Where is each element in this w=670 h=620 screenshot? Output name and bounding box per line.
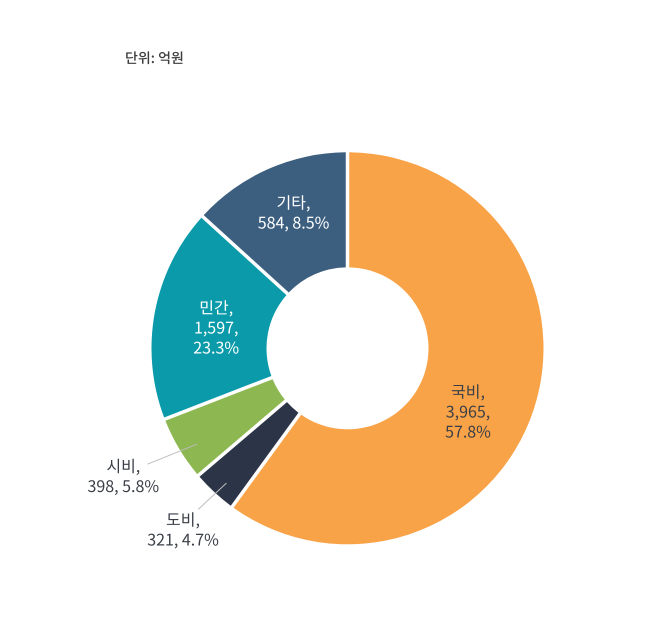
slice-label-민간-line2: 1,597, <box>194 315 238 339</box>
slice-label-국비-line2: 3,965, <box>446 399 490 423</box>
slice-label-민간-line3: 23.3% <box>193 335 239 359</box>
leader-line-도비 <box>197 482 227 510</box>
donut-slice-도비[interactable] <box>199 402 299 506</box>
slice-label-국비-line1: 국비, <box>451 379 485 403</box>
slice-label-민간-line1: 민간, <box>199 295 233 319</box>
slice-label-시비-line2: 398, 5.8% <box>87 473 159 497</box>
slice-label-도비-line1: 도비, <box>166 507 200 531</box>
donut-slices <box>151 152 544 545</box>
donut-slice-민간[interactable] <box>151 217 287 418</box>
unit-label: 단위: 억원 <box>125 48 184 68</box>
donut-slice-기타[interactable] <box>203 152 346 293</box>
donut-slice-국비[interactable] <box>233 152 544 545</box>
leader-lines <box>147 443 227 510</box>
donut-slice-시비[interactable] <box>165 379 285 475</box>
slice-label-시비-line1: 시비, <box>106 453 140 477</box>
slice-labels: 국비,3,965,57.8% 도비,321, 4.7% 시비,398, 5.8% 민간… <box>87 189 491 550</box>
slice-label-기타-line1: 기타, <box>277 189 311 213</box>
leader-line-시비 <box>147 443 198 465</box>
slice-label-도비-line2: 321, 4.7% <box>147 527 219 551</box>
slice-label-기타-line2: 584, 8.5% <box>258 210 330 234</box>
slice-label-국비-line3: 57.8% <box>445 419 491 443</box>
